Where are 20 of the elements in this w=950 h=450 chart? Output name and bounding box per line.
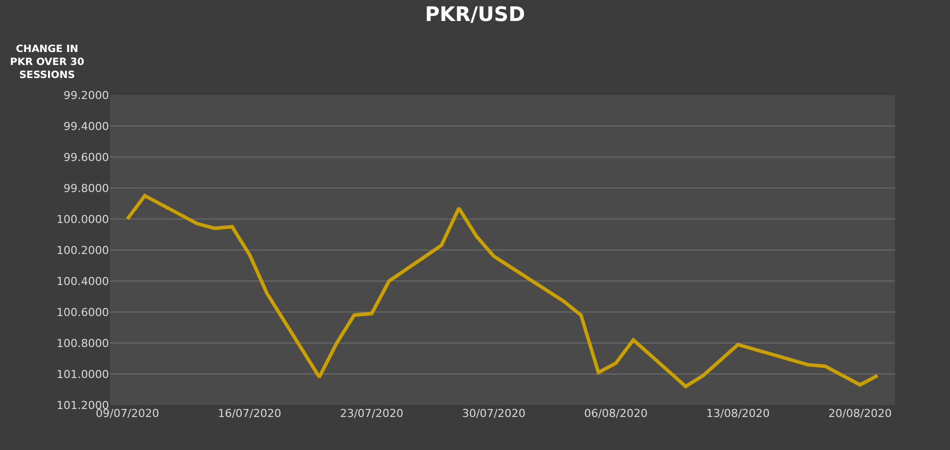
y-tick-label: 100.0000 (56, 212, 109, 226)
chart-title: PKR/USD (424, 2, 526, 26)
y-tick-label: 100.4000 (56, 274, 109, 288)
x-tick-label: 16/07/2020 (218, 407, 282, 420)
y-tick-label: 101.0000 (56, 368, 109, 381)
y-tick-label: 99.2000 (64, 88, 109, 102)
y-tick-label: 100.8000 (56, 336, 109, 350)
y-axis-title: CHANGE IN PKR OVER 30 SESSIONS (10, 44, 84, 81)
y-tick-label: 100.2000 (56, 244, 109, 257)
y-tick-label: 99.4000 (64, 120, 109, 133)
line-series (126, 194, 880, 388)
y-tick-label: 99.6000 (64, 150, 109, 164)
x-tick-label: 09/07/2020 (96, 407, 160, 420)
x-tick-label: 20/08/2020 (828, 407, 892, 420)
y-tick-label: 99.8000 (64, 182, 109, 195)
x-tick-label: 13/08/2020 (706, 407, 770, 420)
x-tick-label: 06/08/2020 (584, 407, 648, 420)
y-tick-label: 100.6000 (56, 306, 109, 319)
x-tick-label: 23/07/2020 (340, 407, 404, 420)
x-tick-label: 30/07/2020 (462, 407, 526, 420)
